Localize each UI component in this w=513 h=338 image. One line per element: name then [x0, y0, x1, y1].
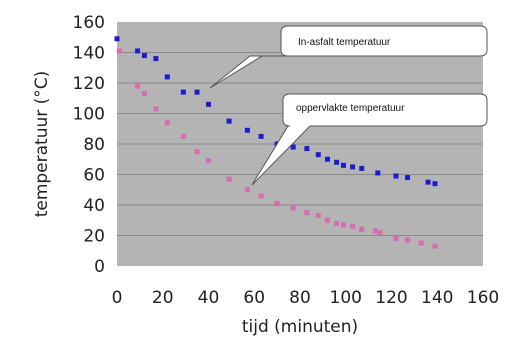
data-point [258, 133, 264, 139]
data-point [334, 159, 340, 165]
callout-oppervlakte-label: oppervlakte temperatuur [296, 103, 405, 114]
data-point [194, 149, 200, 155]
x-tick-label: 80 [289, 288, 311, 308]
data-point [135, 48, 141, 54]
data-point [206, 158, 211, 164]
data-point [359, 226, 365, 232]
data-point [180, 89, 186, 95]
callout-in-asfalt: In-asfalt temperatuur [209, 25, 488, 89]
data-point [418, 240, 424, 246]
data-point [405, 237, 411, 243]
data-point [372, 228, 378, 234]
x-tick-label: 60 [243, 288, 265, 308]
data-point [153, 106, 159, 112]
callout-oppervlakte-bubble [251, 93, 488, 186]
data-point [375, 170, 381, 176]
data-point [340, 162, 346, 168]
data-point [116, 48, 122, 54]
x-tick-label: 160 [467, 288, 499, 308]
y-tick-label: 140 [73, 44, 105, 64]
data-point [315, 213, 321, 219]
data-point [164, 120, 170, 126]
x-axis-label: tijd (minuten) [242, 317, 358, 337]
data-point [359, 165, 365, 171]
x-tick-label: 20 [152, 288, 174, 308]
data-point [244, 187, 250, 193]
y-tick-label: 60 [83, 166, 105, 186]
data-point [324, 156, 330, 162]
y-tick-label: 100 [73, 105, 105, 125]
data-point [432, 181, 438, 187]
y-tick-label: 0 [94, 257, 105, 277]
x-tick-label: 0 [112, 288, 123, 308]
data-point [206, 101, 211, 107]
x-tick-label: 120 [375, 288, 407, 308]
data-point [290, 205, 296, 211]
callout-in-asfalt-label: In-asfalt temperatuur [298, 37, 391, 48]
data-point [194, 89, 200, 95]
x-tick-labels: 0 20 40 60 80 100 120 140 160 [112, 288, 500, 308]
y-tick-labels: 0 20 40 60 80 100 120 140 160 [73, 13, 105, 277]
data-point [432, 243, 438, 249]
data-point [304, 146, 310, 152]
x-tick-label: 40 [198, 288, 220, 308]
data-point [377, 229, 383, 235]
data-point [315, 152, 321, 158]
data-point [324, 217, 330, 223]
y-tick-label: 160 [73, 13, 105, 33]
y-tick-label: 80 [83, 135, 105, 155]
y-tick-label: 40 [83, 196, 105, 216]
data-point [180, 133, 186, 139]
data-point [141, 53, 147, 59]
data-point [350, 164, 356, 170]
data-point [393, 236, 399, 242]
callout-in-asfalt-bubble [209, 25, 488, 89]
data-point [153, 56, 159, 62]
data-point [258, 193, 264, 199]
callout-oppervlakte: oppervlakte temperatuur [251, 93, 488, 186]
data-point [244, 127, 250, 133]
data-point [425, 179, 431, 185]
data-point [226, 118, 232, 124]
data-point [304, 210, 310, 216]
data-point [393, 173, 399, 179]
data-point [114, 36, 120, 42]
data-point [350, 223, 356, 229]
y-tick-label: 20 [83, 227, 105, 247]
data-point [405, 175, 411, 181]
y-tick-label: 120 [73, 74, 105, 94]
data-point [290, 144, 296, 150]
data-point [135, 83, 141, 89]
x-tick-label: 100 [330, 288, 362, 308]
data-point [274, 200, 280, 206]
data-point [164, 74, 170, 80]
y-axis-label: temperatuur (°C) [32, 71, 52, 218]
series-2 [116, 48, 438, 249]
x-tick-label: 140 [421, 288, 453, 308]
data-point [141, 91, 147, 97]
data-point [340, 222, 346, 228]
data-point [226, 176, 232, 182]
data-point [334, 220, 340, 226]
